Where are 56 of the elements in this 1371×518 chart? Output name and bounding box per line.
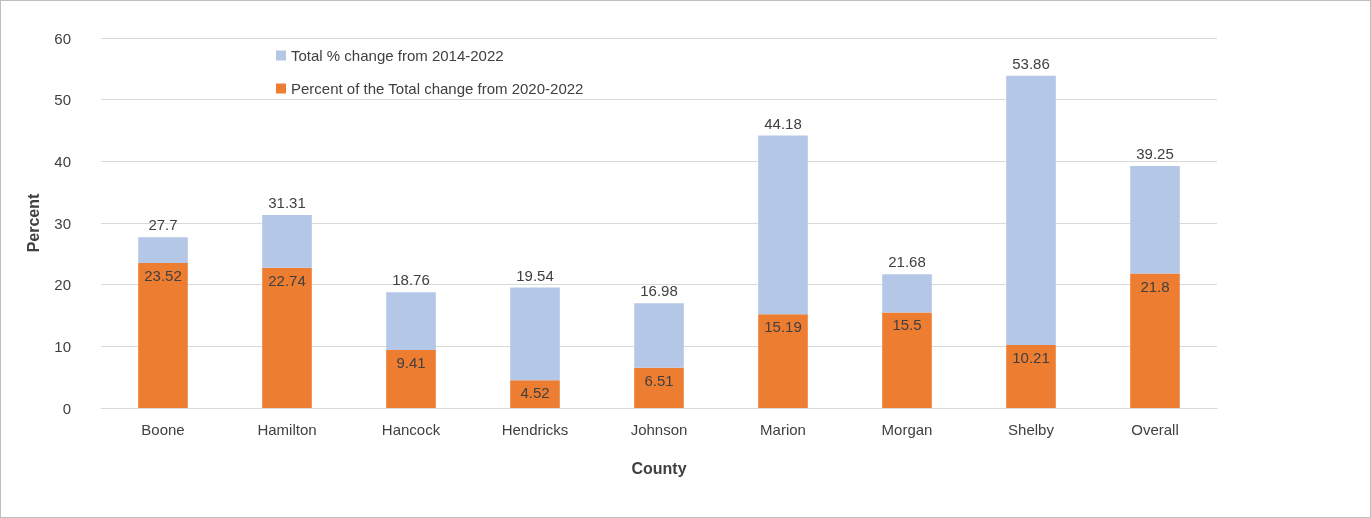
data-label: 4.52 (520, 384, 550, 402)
bar (1130, 273, 1180, 408)
legend-label: Total % change from 2014-2022 (291, 47, 504, 64)
bar (510, 380, 560, 408)
total-label: 19.54 (516, 266, 554, 284)
y-tick-label: 30 (54, 214, 71, 232)
x-tick-label: Hamilton (257, 421, 317, 438)
x-axis-title: County (631, 459, 687, 477)
bar (634, 303, 684, 368)
x-tick-label: Morgan (881, 421, 933, 438)
data-label: 9.41 (396, 353, 426, 371)
data-label: 15.19 (764, 318, 802, 336)
bar (634, 367, 684, 408)
bar (1130, 165, 1180, 274)
bar (386, 292, 436, 350)
legend-label: Percent of the Total change from 2020-2022 (291, 80, 584, 97)
bar (262, 214, 312, 268)
total-label: 18.76 (392, 271, 430, 289)
total-label: 21.68 (888, 253, 926, 271)
bar (758, 314, 808, 408)
bar (386, 349, 436, 408)
total-label: 27.7 (148, 216, 178, 234)
data-label: 15.5 (892, 316, 922, 334)
y-tick-label: 40 (54, 152, 71, 170)
x-tick-label: Johnson (630, 421, 688, 438)
total-label: 44.18 (764, 114, 802, 132)
bar (1006, 345, 1056, 408)
bar (138, 237, 188, 263)
total-label: 39.25 (1136, 144, 1174, 162)
total-label: 31.31 (268, 193, 306, 211)
data-label: 22.74 (268, 271, 306, 289)
x-tick-label: Shelby (1008, 421, 1055, 438)
y-axis-title: Percent (24, 192, 42, 253)
y-tick-label: 20 (54, 276, 71, 294)
y-tick-label: 60 (54, 29, 71, 47)
bar (882, 274, 932, 313)
bar (758, 135, 808, 315)
y-tick-label: 0 (62, 399, 71, 417)
x-tick-label: Boone (141, 421, 185, 438)
total-label: 16.98 (640, 282, 678, 300)
total-label: 53.86 (1012, 54, 1050, 72)
bar (138, 262, 188, 408)
x-tick-label: Marion (760, 421, 806, 438)
data-label: 6.51 (644, 371, 674, 389)
x-tick-label: Overall (1131, 421, 1179, 438)
x-tick-label: Hancock (381, 421, 441, 438)
bar (1006, 75, 1056, 346)
bar (262, 267, 312, 408)
bar (882, 312, 932, 408)
data-label: 10.21 (1012, 349, 1050, 367)
data-label: 21.8 (1140, 277, 1170, 295)
y-tick-label: 50 (54, 91, 71, 109)
x-tick-label: Hendricks (501, 421, 569, 438)
bar (510, 287, 560, 381)
y-tick-label: 10 (54, 337, 71, 355)
data-label: 23.52 (144, 266, 182, 284)
